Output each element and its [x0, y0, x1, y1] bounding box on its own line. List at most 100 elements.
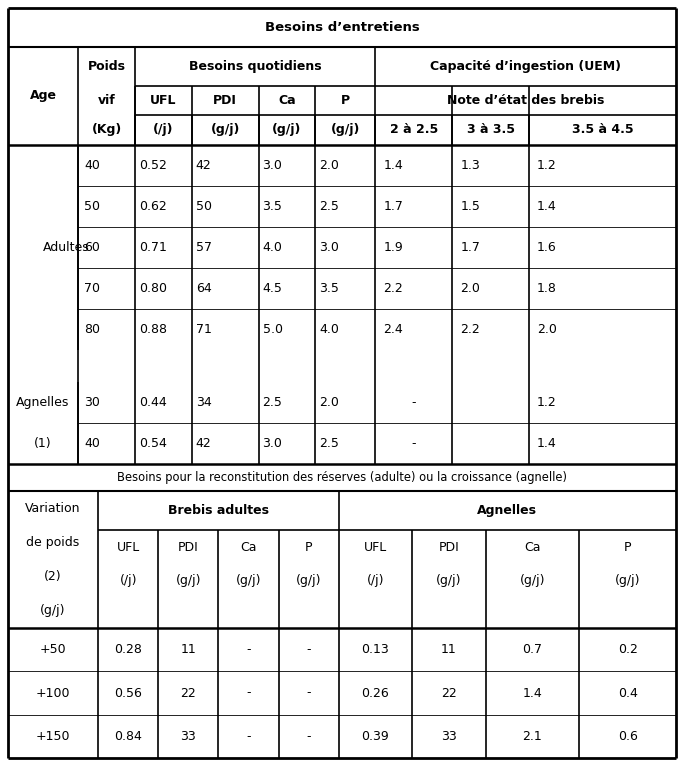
Text: (g/j): (g/j): [296, 574, 321, 587]
Text: -: -: [306, 730, 311, 743]
Text: (/j): (/j): [153, 123, 174, 136]
Text: 71: 71: [196, 323, 211, 336]
Text: 34: 34: [196, 396, 211, 409]
Text: 1.2: 1.2: [537, 159, 557, 172]
Text: 0.54: 0.54: [139, 437, 167, 450]
Text: 42: 42: [196, 159, 211, 172]
Text: -: -: [246, 643, 251, 656]
Text: 0.71: 0.71: [139, 241, 167, 254]
Text: 3 à 3.5: 3 à 3.5: [466, 123, 514, 136]
Text: Brebis adultes: Brebis adultes: [168, 504, 269, 517]
Text: Ca: Ca: [240, 541, 256, 554]
Text: 2.4: 2.4: [384, 323, 403, 336]
Text: 0.56: 0.56: [114, 686, 142, 699]
Text: -: -: [412, 437, 416, 450]
Text: Ca: Ca: [524, 541, 540, 554]
Text: Besoins pour la reconstitution des réserves (adulte) ou la croissance (agnelle): Besoins pour la reconstitution des réser…: [117, 471, 567, 484]
Text: PDI: PDI: [213, 93, 237, 106]
Text: 1.2: 1.2: [537, 396, 557, 409]
Text: (g/j): (g/j): [236, 574, 261, 587]
Text: 2.0: 2.0: [319, 159, 339, 172]
Text: (g/j): (g/j): [615, 574, 640, 587]
Text: 3.0: 3.0: [319, 241, 339, 254]
Text: vif: vif: [98, 93, 116, 106]
Text: -: -: [412, 396, 416, 409]
Text: 60: 60: [84, 241, 100, 254]
Text: Adultes: Adultes: [43, 241, 90, 254]
Text: Besoins quotidiens: Besoins quotidiens: [189, 60, 321, 73]
Text: 57: 57: [196, 241, 212, 254]
Text: 1.4: 1.4: [384, 159, 403, 172]
Text: 1.7: 1.7: [384, 200, 404, 213]
Text: 42: 42: [196, 437, 211, 450]
Text: P: P: [305, 541, 313, 554]
Text: -: -: [246, 730, 251, 743]
Text: 80: 80: [84, 323, 100, 336]
Text: 0.4: 0.4: [618, 686, 637, 699]
Text: -: -: [306, 643, 311, 656]
Text: 33: 33: [181, 730, 196, 743]
Text: PDI: PDI: [438, 541, 459, 554]
Text: 2.5: 2.5: [263, 396, 282, 409]
Text: 1.4: 1.4: [537, 437, 557, 450]
Text: 0.6: 0.6: [618, 730, 637, 743]
Text: 0.80: 0.80: [139, 282, 167, 295]
Text: 70: 70: [84, 282, 100, 295]
Text: 5.0: 5.0: [263, 323, 282, 336]
Text: 50: 50: [84, 200, 100, 213]
Text: 3.0: 3.0: [263, 437, 282, 450]
Text: 0.2: 0.2: [618, 643, 637, 656]
Text: -: -: [306, 686, 311, 699]
Text: 2.1: 2.1: [523, 730, 542, 743]
Text: 1.3: 1.3: [460, 159, 480, 172]
Text: P: P: [341, 93, 350, 106]
Text: 3.0: 3.0: [263, 159, 282, 172]
Text: 0.44: 0.44: [139, 396, 167, 409]
Text: 33: 33: [441, 730, 457, 743]
Text: (g/j): (g/j): [40, 604, 66, 617]
Text: 2.0: 2.0: [537, 323, 557, 336]
Text: P: P: [624, 541, 631, 554]
Text: Agnelles: Agnelles: [477, 504, 538, 517]
Text: Agnelles: Agnelles: [16, 396, 70, 409]
Text: -: -: [246, 686, 251, 699]
Text: 2.2: 2.2: [460, 323, 480, 336]
Text: Capacité d’ingestion (UEM): Capacité d’ingestion (UEM): [430, 60, 621, 73]
Text: 3.5: 3.5: [263, 200, 282, 213]
Text: 4.0: 4.0: [263, 241, 282, 254]
Text: 40: 40: [84, 437, 100, 450]
Text: (g/j): (g/j): [272, 123, 302, 136]
Text: 11: 11: [441, 643, 457, 656]
Text: +150: +150: [36, 730, 70, 743]
Text: (/j): (/j): [120, 574, 137, 587]
Text: +100: +100: [36, 686, 70, 699]
Text: (2): (2): [44, 570, 62, 583]
Text: Variation: Variation: [25, 502, 81, 515]
Text: 1.4: 1.4: [523, 686, 542, 699]
Text: (g/j): (g/j): [211, 123, 240, 136]
Text: Besoins d’entretiens: Besoins d’entretiens: [265, 21, 419, 34]
Text: 1.7: 1.7: [460, 241, 480, 254]
Text: 11: 11: [181, 643, 196, 656]
Text: 2.5: 2.5: [319, 200, 339, 213]
Text: 0.84: 0.84: [114, 730, 142, 743]
Text: (g/j): (g/j): [330, 123, 360, 136]
Text: 0.62: 0.62: [139, 200, 167, 213]
Text: de poids: de poids: [27, 536, 80, 549]
Text: 2.2: 2.2: [384, 282, 403, 295]
Text: Poids: Poids: [88, 60, 126, 73]
Text: 0.28: 0.28: [114, 643, 142, 656]
Text: UFL: UFL: [364, 541, 387, 554]
Text: 22: 22: [441, 686, 457, 699]
Text: 2.0: 2.0: [460, 282, 480, 295]
Text: 3.5 à 4.5: 3.5 à 4.5: [572, 123, 633, 136]
Text: 4.5: 4.5: [263, 282, 282, 295]
Text: 0.39: 0.39: [362, 730, 389, 743]
Text: 50: 50: [196, 200, 212, 213]
Text: (g/j): (g/j): [176, 574, 201, 587]
Text: 2.0: 2.0: [319, 396, 339, 409]
Text: 0.7: 0.7: [523, 643, 542, 656]
Text: UFL: UFL: [150, 93, 176, 106]
Text: 1.5: 1.5: [460, 200, 480, 213]
Text: Ca: Ca: [278, 93, 295, 106]
